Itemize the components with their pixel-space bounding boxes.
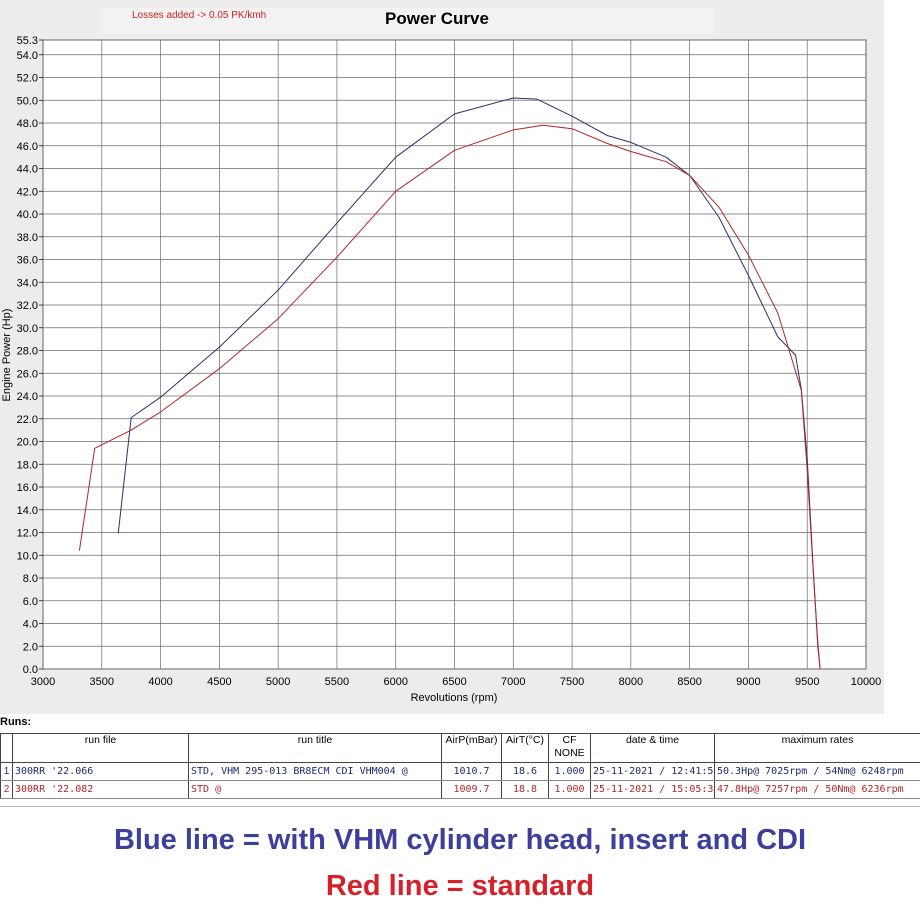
x-tick-label: 4000	[148, 676, 172, 688]
header-datetime: date & time	[590, 733, 715, 763]
y-tick-label: 46.0	[17, 141, 38, 153]
airp-cell: 1009.7	[441, 780, 502, 799]
chart-title: Power Curve	[385, 9, 489, 28]
y-tick-label: 30.0	[17, 323, 38, 335]
y-tick-label: 16.0	[17, 482, 38, 494]
x-tick-label: 5500	[325, 676, 349, 688]
divider	[0, 806, 920, 807]
y-tick-label: 40.0	[17, 209, 38, 221]
y-tick-label: 26.0	[17, 368, 38, 380]
y-tick-label: 32.0	[17, 300, 38, 312]
x-tick-label: 6000	[383, 676, 407, 688]
y-tick-label: 48.0	[17, 118, 38, 130]
header-index	[0, 733, 13, 763]
grid-lines	[39, 39, 867, 670]
power-curve-chart: Losses added -> 0.05 PK/kmh Power Curve …	[1, 8, 882, 704]
y-tick-label: 10.0	[17, 550, 38, 562]
runs-label: Runs:	[0, 716, 32, 728]
y-tick-label: 36.0	[17, 255, 38, 267]
y-tick-label: 8.0	[23, 573, 38, 585]
x-tick-label: 6500	[442, 676, 466, 688]
y-tick-label: 55.3	[17, 35, 38, 47]
y-tick-label: 6.0	[23, 596, 38, 608]
runs-header-row: run file run title AirP(mBar) AirT(°C) C…	[0, 733, 920, 763]
y-axis-title: Engine Power (Hp)	[1, 309, 13, 402]
x-axis-title: Revolutions (rpm)	[411, 692, 498, 704]
datetime-cell: 25-11-2021 / 12:41:56	[590, 762, 715, 781]
cf-cell: 1.000	[548, 762, 591, 781]
y-tick-label: 38.0	[17, 232, 38, 244]
caption-blue-line: Blue line = with VHM cylinder head, inse…	[113, 824, 807, 856]
losses-annotation: Losses added -> 0.05 PK/kmh	[132, 10, 266, 21]
y-tick-label: 4.0	[23, 619, 38, 631]
max-rates-cell: 50.3Hp@ 7025rpm / 54Nm@ 6248rpm	[714, 762, 920, 781]
y-tick-label: 18.0	[17, 459, 38, 471]
y-tick-label: 12.0	[17, 528, 38, 540]
x-tick-label: 7500	[560, 676, 584, 688]
row-index: 1	[0, 762, 13, 781]
airp-cell: 1010.7	[441, 762, 502, 781]
run-file-cell: 300RR '22.082	[12, 780, 189, 799]
cf-cell: 1.000	[548, 780, 591, 799]
x-tick-labels: 3000 3500 4000 4500 5000 5500 6000 6500 7000 7500…	[31, 676, 882, 688]
y-tick-label: 14.0	[17, 505, 38, 517]
row-index: 2	[0, 780, 13, 799]
y-tick-labels: 0.0 2.0 4.0 6.0 8.0 10.0 12.0 14.0 16.0 18.0 20.0 2…	[17, 35, 38, 676]
y-tick-label: 2.0	[23, 641, 38, 653]
series-line-red	[78, 124, 821, 670]
y-tick-label: 54.0	[17, 50, 38, 62]
x-tick-label: 7000	[501, 676, 525, 688]
datetime-cell: 25-11-2021 / 15:05:30	[590, 780, 715, 799]
airt-cell: 18.6	[501, 762, 549, 781]
x-tick-label: 3000	[31, 676, 55, 688]
run-file-cell: 300RR '22.066	[12, 762, 189, 781]
airt-cell: 18.8	[501, 780, 549, 799]
y-tick-label: 28.0	[17, 346, 38, 358]
max-rates-cell: 47.8Hp@ 7257rpm / 50Nm@ 6236rpm	[714, 780, 920, 799]
x-tick-label: 3500	[90, 676, 114, 688]
header-max-rates: maximum rates	[714, 733, 920, 763]
header-cf: CF NONE	[548, 733, 591, 763]
header-airt: AirT(°C)	[501, 733, 549, 763]
y-tick-label: 44.0	[17, 164, 38, 176]
header-airp: AirP(mBar)	[441, 733, 502, 763]
x-tick-label: 10000	[851, 676, 882, 688]
x-tick-label: 5000	[266, 676, 290, 688]
y-tick-label: 24.0	[17, 391, 38, 403]
x-tick-label: 9000	[736, 676, 760, 688]
y-tick-label: 20.0	[17, 437, 38, 449]
header-run-title: run title	[188, 733, 442, 763]
y-tick-label: 0.0	[23, 664, 38, 676]
x-tick-label: 8500	[677, 676, 701, 688]
y-tick-label: 52.0	[17, 73, 38, 85]
runs-table: run file run title AirP(mBar) AirT(°C) C…	[0, 733, 920, 799]
run-title-cell: STD @	[188, 780, 442, 799]
x-tick-label: 9500	[795, 676, 819, 688]
y-tick-label: 42.0	[17, 186, 38, 198]
table-row[interactable]: 2 300RR '22.082 STD @ 1009.7 18.8 1.000 …	[0, 780, 920, 799]
caption-red-line: Red line = standard	[325, 870, 595, 902]
title-band	[100, 8, 714, 34]
y-tick-label: 34.0	[17, 277, 38, 289]
y-tick-label: 50.0	[17, 95, 38, 107]
run-title-cell: STD, VHM 295-013 BR8ECM CDI VHM004 @	[188, 762, 442, 781]
x-tick-label: 4500	[207, 676, 231, 688]
y-tick-label: 22.0	[17, 414, 38, 426]
header-run-file: run file	[12, 733, 189, 763]
x-tick-label: 8000	[619, 676, 643, 688]
series-lines	[78, 97, 821, 670]
table-row[interactable]: 1 300RR '22.066 STD, VHM 295-013 BR8ECM …	[0, 762, 920, 781]
